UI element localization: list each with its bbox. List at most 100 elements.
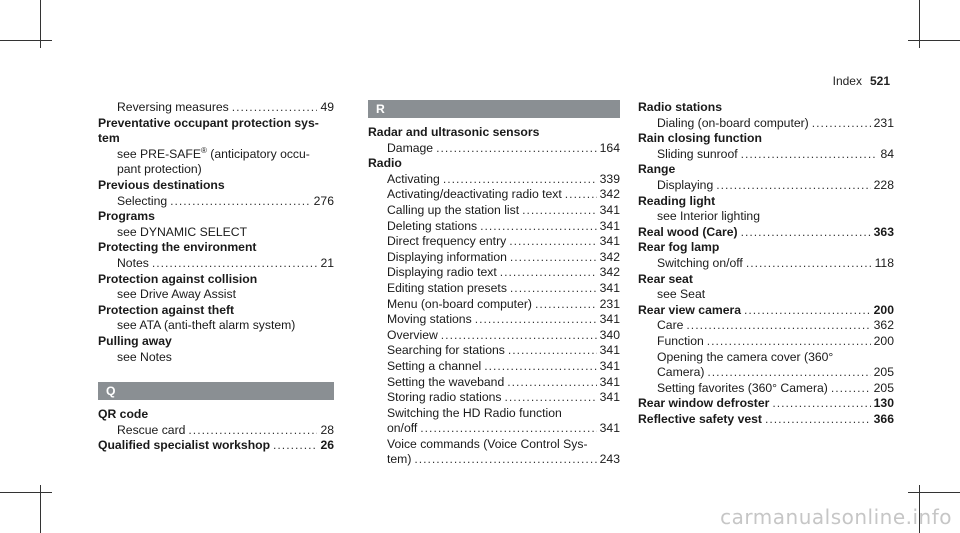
index-see-ref: see Notes [117,349,172,364]
index-see-ref: see Drive Away Assist [117,287,236,302]
leader-dots [475,312,597,328]
index-heading: Radio stations [638,100,722,114]
entry-text: Overview [387,327,438,342]
crop-mark [0,492,52,493]
entry-page: 49 [320,100,334,114]
entry-page: 228 [873,177,894,192]
page-header: Index 521 [833,74,890,88]
registered-mark: ® [201,145,207,155]
index-entry[interactable]: Calling up the station list 341 [368,203,620,219]
index-see-ref: see Seat [657,287,706,302]
index-entry[interactable]: Notes 21 [98,256,334,272]
index-entry[interactable]: Care 362 [638,318,894,334]
index-entry[interactable]: Sliding sunroof 84 [638,147,894,163]
entry-page: 84 [880,146,894,161]
index-entry[interactable]: Storing radio stations 341 [368,390,620,406]
leader-dots [508,343,597,359]
index-see-ref: see ATA (anti-theft alarm system) [117,318,296,333]
entry-page: 200 [873,333,894,348]
index-entry[interactable]: Rescue card 28 [98,423,334,439]
entry-page: 341 [599,234,620,249]
entry-text: Reflective safety vest [638,411,762,426]
index-entry[interactable]: Setting a channel 341 [368,359,620,375]
index-entry[interactable]: tem) 243 [368,452,620,468]
leader-dots [441,328,597,344]
leader-dots [716,178,870,194]
index-entry[interactable]: Rear view camera 200 [638,303,894,319]
entry-text: Rescue card [117,422,186,437]
index-heading: Preventative occupant protection sys- [98,115,319,130]
index-entry[interactable]: Displaying information 342 [368,250,620,266]
entry-page: 339 [599,171,620,186]
index-entry[interactable]: Moving stations 341 [368,312,620,328]
index-see-ref: see PRE-SAFE® (anticipatory occu- [117,145,310,161]
entry-text: Activating/deactivating radio text [387,187,562,202]
index-entry[interactable]: Reflective safety vest 366 [638,412,894,428]
index-entry[interactable]: Reversing measures 49 [98,100,334,116]
entry-text: Storing radio stations [387,390,502,405]
entry-text: Notes [117,255,149,270]
page-number: 521 [869,74,890,88]
entry-page: 341 [599,358,620,373]
index-entry[interactable]: Setting the waveband 341 [368,375,620,391]
index-entry[interactable]: Real wood (Care) 363 [638,225,894,241]
leader-dots [772,396,870,412]
index-entry[interactable]: Menu (on-board computer) 231 [368,297,620,313]
entry-text: Dialing (on-board computer) [657,115,809,130]
index-heading: Rear fog lamp [638,240,720,255]
index-entry[interactable]: Rear window defroster 130 [638,396,894,412]
crop-mark [40,485,41,533]
section-letter-q: Q [98,382,334,401]
leader-dots [510,250,597,266]
entry-text: Real wood (Care) [638,224,738,239]
entry-page: 341 [599,280,620,295]
index-entry[interactable]: Camera) 205 [638,365,894,381]
index-entry[interactable]: Dialing (on-board computer) 231 [638,116,894,132]
leader-dots [509,234,596,250]
index-entry[interactable]: Direct frequency entry 341 [368,234,620,250]
entry-text: on/off [387,421,418,436]
index-entry[interactable]: Qualified specialist workshop 26 [98,438,334,454]
entry-page: 341 [599,343,620,358]
entry-page: 363 [873,224,894,239]
index-entry[interactable]: Displaying 228 [638,178,894,194]
leader-dots [505,390,597,406]
index-entry[interactable]: Selecting 276 [98,194,334,210]
entry-text: tem) [387,452,412,467]
index-entry[interactable]: Setting favorites (360° Camera) 205 [638,381,894,397]
entry-page: 26 [320,438,334,453]
index-entry[interactable]: Deleting stations 341 [368,219,620,235]
entry-page: 231 [873,115,894,130]
index-heading: Protection against collision [98,271,258,286]
index-entry[interactable]: Overview 340 [368,328,620,344]
leader-dots [480,219,597,235]
entry-page: 342 [599,187,620,202]
index-entry[interactable]: Activating 339 [368,172,620,188]
entry-page: 342 [599,249,620,264]
entry-page: 118 [874,255,894,270]
entry-text: Editing station presets [387,280,507,295]
entry-page: 341 [599,374,620,389]
index-entry[interactable]: Switching on/off 118 [638,256,894,272]
index-entry[interactable]: Editing station presets 341 [368,281,620,297]
entry-text: Sliding sunroof [657,146,738,161]
index-entry[interactable]: on/off 341 [368,421,620,437]
entry-page: 366 [873,411,894,426]
crop-mark [919,485,920,533]
index-see-ref: see Interior lighting [657,209,760,224]
index-heading: QR code [98,407,149,422]
leader-dots [170,194,311,210]
entry-page: 231 [599,296,620,311]
entry-page: 341 [599,312,620,327]
index-entry[interactable]: Damage 164 [368,141,620,157]
leader-dots [812,116,871,132]
index-entry[interactable]: Displaying radio text 342 [368,265,620,281]
entry-page: 21 [320,255,334,270]
index-entry[interactable]: Function 200 [638,334,894,350]
see-ref-tail: (anticipatory occu- [210,146,310,161]
index-heading: Pulling away [98,333,172,348]
index-entry[interactable]: Activating/deactivating radio text 342 [368,187,620,203]
index-entry[interactable]: Searching for stations 341 [368,343,620,359]
leader-dots [707,365,870,381]
